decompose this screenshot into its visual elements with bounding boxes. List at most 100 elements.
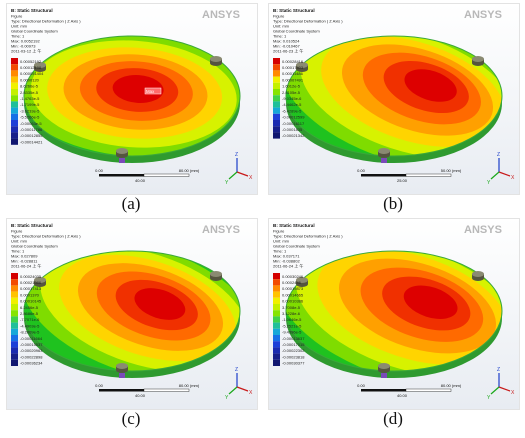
legend-swatch — [273, 341, 280, 348]
header-line: 2011-06-24 上 午 — [11, 263, 41, 269]
contour-band — [404, 69, 457, 102]
legend-swatch — [11, 273, 18, 280]
legend-swatch — [11, 89, 18, 96]
legend-swatch — [11, 291, 18, 298]
panel-b-label: (b) — [383, 194, 403, 213]
triad-z-label: Z — [235, 367, 238, 373]
legend-value: -5.2521e-5 — [282, 323, 302, 328]
scale-bar-dark — [99, 174, 144, 177]
legend-value: -5.5266e-5 — [20, 115, 40, 120]
legend-swatch — [11, 64, 18, 71]
header-line: 2011-03-12 上 午 — [11, 48, 41, 54]
legend-swatch — [11, 120, 18, 127]
ansys-logo: ANSYS — [464, 224, 502, 236]
legend-swatch — [11, 76, 18, 83]
legend-value: 0.0002446 — [282, 280, 302, 285]
legend-value: -0.00015537 — [20, 342, 43, 347]
header-line: Unit: mm — [273, 24, 290, 29]
triad-x-axis — [498, 386, 511, 392]
plate-rim — [23, 250, 241, 372]
plate-contours — [24, 36, 240, 156]
bolt-head — [472, 56, 484, 66]
triad-x-label: X — [249, 390, 253, 396]
scale-right: 80.00 (mm) — [441, 383, 462, 388]
header-line: Max: 0.037171 — [273, 254, 300, 259]
triad-y-label: Y — [487, 180, 491, 186]
header-line: Min: -0.028811 — [11, 259, 38, 264]
legend-value: -4.4462e-5 — [282, 102, 302, 107]
legend-value: -0.00014421 — [20, 139, 43, 144]
ansys-logo: ANSYS — [202, 224, 240, 236]
legend-swatch — [273, 285, 280, 292]
legend-value: -0.00022898 — [20, 354, 43, 359]
legend-value: 0.000051404 — [20, 71, 44, 76]
panel-a-label: (a) — [121, 194, 141, 213]
legend-swatch — [11, 138, 18, 145]
legend-value: -0.00063e-5 — [20, 121, 42, 126]
legend-value: 2.8335e-5 — [20, 90, 39, 95]
legend-value: -0.00011664 — [20, 336, 43, 341]
legend-value: 0.00010145 — [20, 299, 42, 304]
legend-value: -0.00023818 — [282, 354, 305, 359]
triad-y-axis — [490, 171, 500, 180]
legend-swatch — [273, 107, 280, 114]
legend-swatch — [273, 95, 280, 102]
triad-y-label: Y — [225, 180, 229, 186]
triad-x-label: X — [249, 175, 253, 181]
header-line: 2011-06-24 上 午 — [273, 263, 303, 269]
legend-value: 6.2456e-5 — [20, 305, 39, 310]
scale-bar-light — [143, 173, 190, 177]
legend-swatch — [273, 113, 280, 120]
bolt-head — [116, 363, 128, 378]
legend-swatch — [11, 107, 18, 114]
scale-mid: 25.00 — [397, 178, 408, 183]
legend-swatch — [11, 279, 18, 286]
legend-value: -9.4396e-5 — [282, 330, 302, 335]
legend-value: -8.2809e-5 — [20, 330, 40, 335]
header-line: Unit: mm — [11, 239, 28, 244]
legend-value: 0.00019873 — [282, 286, 304, 291]
triad-z-label: Z — [235, 152, 238, 158]
legend-swatch — [11, 101, 18, 108]
legend-swatch — [11, 113, 18, 120]
legend-swatch — [11, 322, 18, 329]
header-line: Global Coordinate System — [273, 29, 320, 34]
scale-bar-dark — [361, 174, 406, 177]
contour-band — [112, 75, 164, 103]
header-line: Global Coordinate System — [273, 244, 320, 249]
legend-value: -0.00021342 — [282, 133, 305, 138]
legend-swatch — [273, 279, 280, 286]
legend-value: -0.00030377 — [282, 361, 305, 366]
legend-swatch — [273, 322, 280, 329]
header-line: Max: 0.027809 — [11, 254, 38, 259]
legend-value: -0.00012855 — [20, 133, 43, 138]
scale-mid: 40.00 — [135, 393, 146, 398]
plate-rim — [23, 35, 241, 157]
plate-rim — [285, 35, 503, 157]
legend-swatch — [11, 58, 18, 65]
scale-mid: 40.00 — [397, 393, 408, 398]
support-pin — [119, 373, 125, 378]
panel-b: B: Static Structural Figure Type: Directio… — [268, 3, 520, 195]
scale-right: 80.00 (mm) — [179, 168, 200, 173]
legend-swatch — [273, 126, 280, 133]
legend-swatch — [11, 347, 18, 354]
header-line: Max: 0.010524 — [273, 39, 300, 44]
ansys-logo: ANSYS — [202, 9, 240, 21]
triad-x-label: X — [511, 175, 515, 181]
legend-value: 0.00012198 — [20, 65, 42, 70]
support-pin — [381, 158, 387, 163]
legend-value: -0.00012599 — [282, 115, 305, 120]
triad-y-label: Y — [225, 395, 229, 401]
triad-y-axis — [228, 386, 238, 395]
scale-bar-dark — [361, 389, 406, 392]
legend-swatch — [11, 304, 18, 311]
bolt-head — [116, 148, 128, 163]
legend-value: 0.00011486 — [282, 71, 304, 76]
legend-value: -1.4763e-5 — [20, 96, 40, 101]
header-title: B: Static Structural — [11, 223, 53, 228]
legend-value: 0.00021086 — [20, 280, 42, 285]
